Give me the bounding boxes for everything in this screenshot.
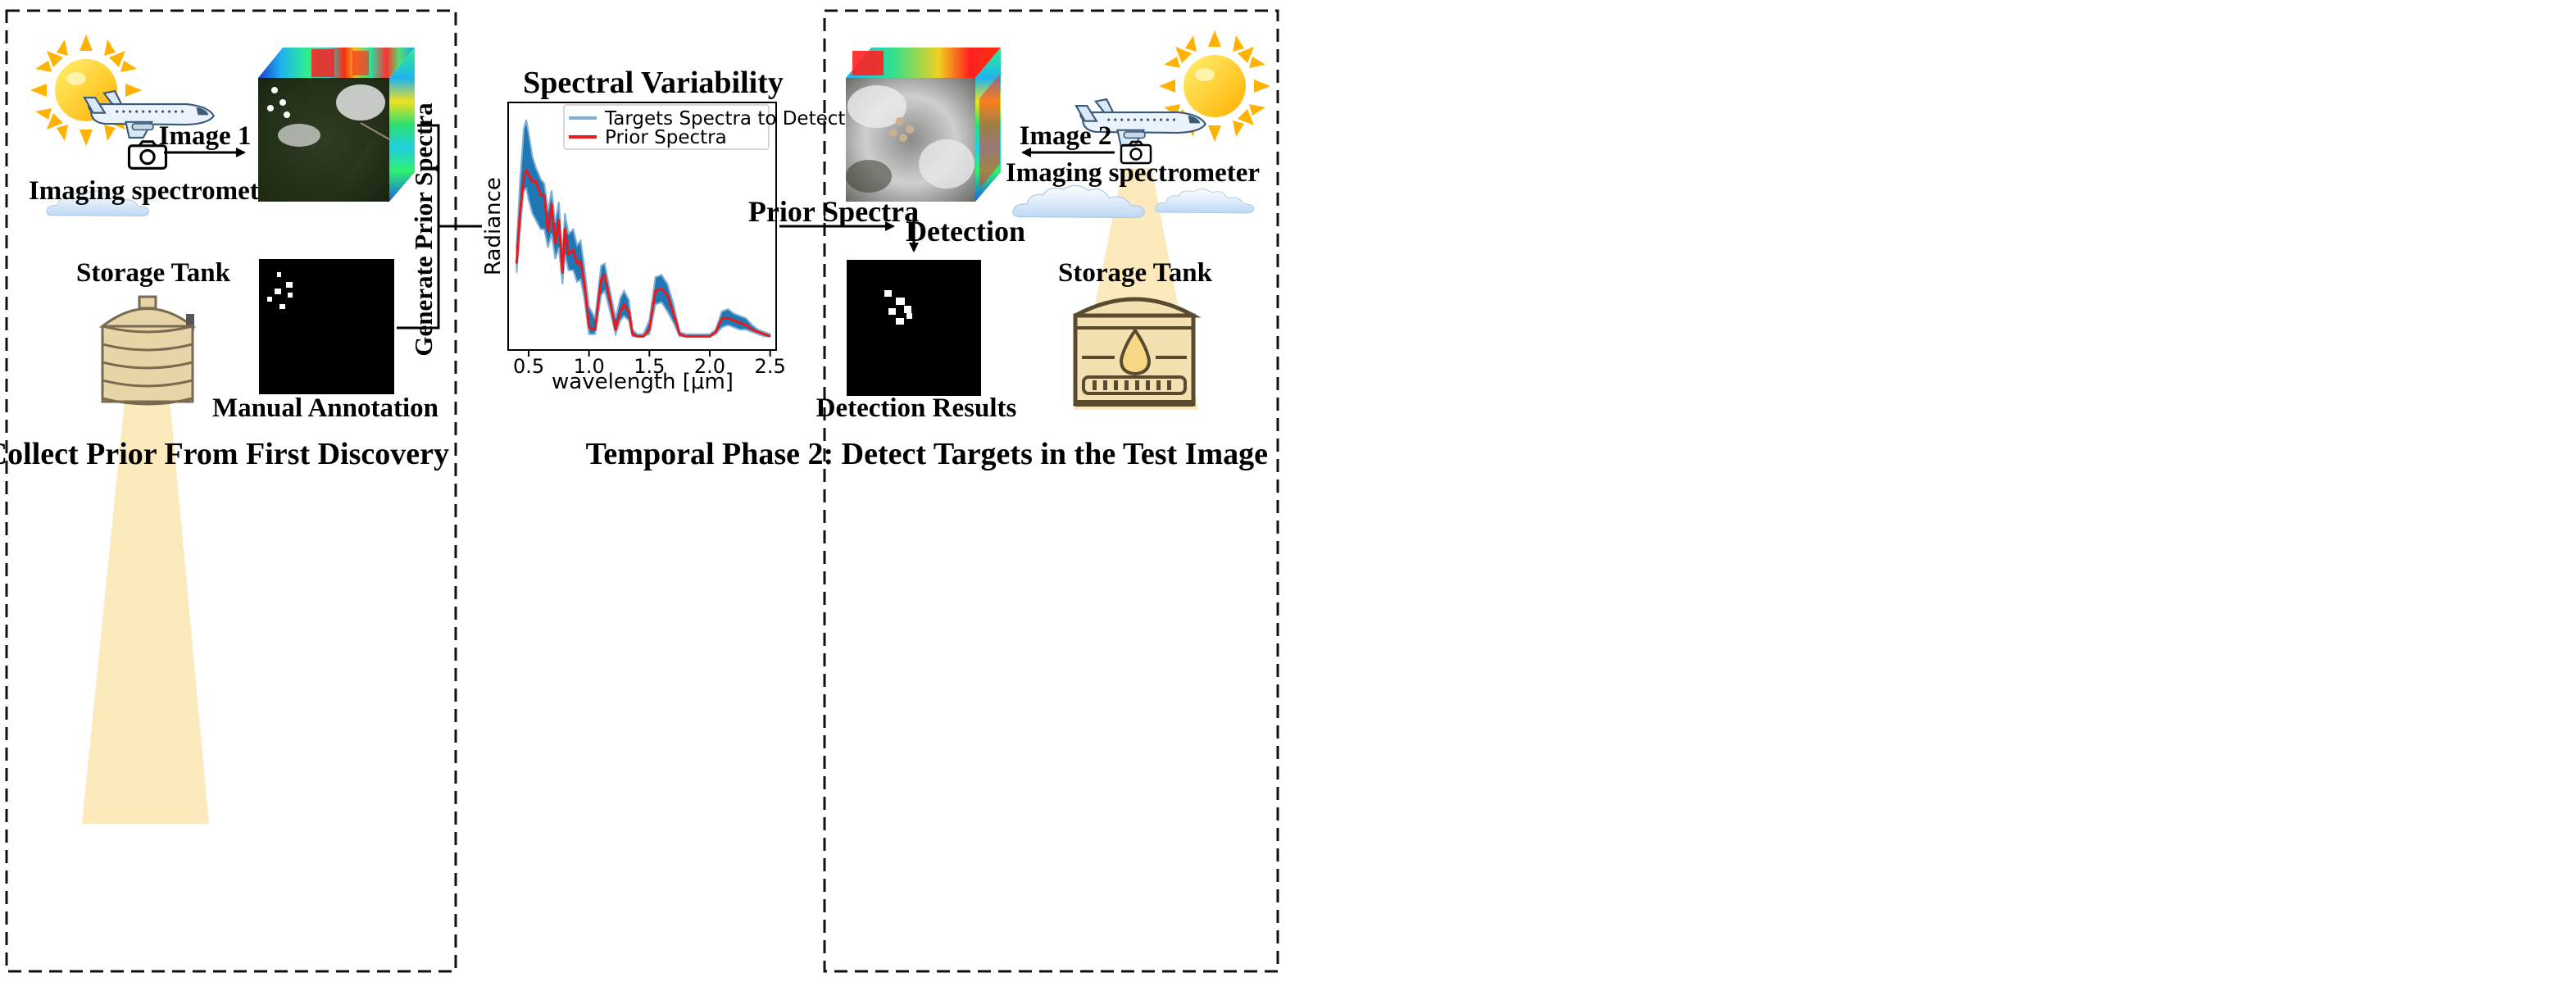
chart-xlabel: wavelength [μm]	[552, 370, 734, 394]
phase2-caption: Temporal Phase 2: Detect Targets in the …	[586, 437, 1268, 471]
cloud-icon-3	[1155, 189, 1255, 214]
image1-label: Image 1	[159, 121, 252, 151]
annotation-targets	[267, 272, 293, 309]
hyperspectral-cube-1	[258, 48, 415, 202]
detection-label: Detection	[906, 215, 1025, 248]
phase1-box	[5, 9, 457, 973]
phase1-caption: Temporal Phase 1: Collect Prior From Fir…	[0, 437, 449, 471]
x-tick-label: 1.0	[574, 355, 605, 378]
sensor-label-2: Imaging spectrometer	[1006, 158, 1260, 188]
detection-mask	[847, 260, 981, 396]
generate-label: Generate Prior Spectra	[409, 102, 438, 357]
x-tick-label: 2.5	[755, 355, 786, 378]
series-envelope-lower	[516, 186, 770, 338]
series-line-prior	[515, 169, 771, 338]
storage-tank-icon	[98, 295, 197, 406]
x-tick-label: 0.5	[513, 355, 544, 378]
detected-targets	[884, 290, 912, 325]
chart-legend: Targets Spectra to Detect Prior Spectra	[563, 104, 845, 150]
sun-icon	[30, 34, 142, 146]
sensor-label: Imaging spectrometer	[29, 176, 283, 206]
x-tick-label: 2.0	[694, 355, 725, 378]
light-beam	[82, 336, 209, 824]
annotation-label: Manual Annotation	[212, 393, 438, 423]
storage-tank-icon-2	[1073, 297, 1202, 407]
results-label: Detection Results	[816, 393, 1017, 423]
legend-label-targets: Targets Spectra to Detect	[604, 108, 845, 130]
legend-box	[563, 104, 770, 150]
target-label-2: Storage Tank	[1058, 258, 1213, 288]
series-envelope-upper	[516, 120, 770, 335]
hyperspectral-cube-2	[846, 48, 1001, 202]
annotation-mask	[259, 259, 394, 394]
legend-label-prior: Prior Spectra	[605, 127, 727, 148]
chart-title: Spectral Variability	[523, 66, 784, 100]
target-label: Storage Tank	[76, 258, 231, 288]
phase2-box	[823, 9, 1279, 973]
x-tick-label: 1.5	[634, 355, 665, 378]
image2-label: Image 2	[1020, 121, 1112, 151]
spectral-chart: 0.5 1.0 1.5 2.0 2.5 wavelength [μm] Radiance…	[481, 102, 845, 394]
chart-ylabel: Radiance	[481, 177, 506, 275]
